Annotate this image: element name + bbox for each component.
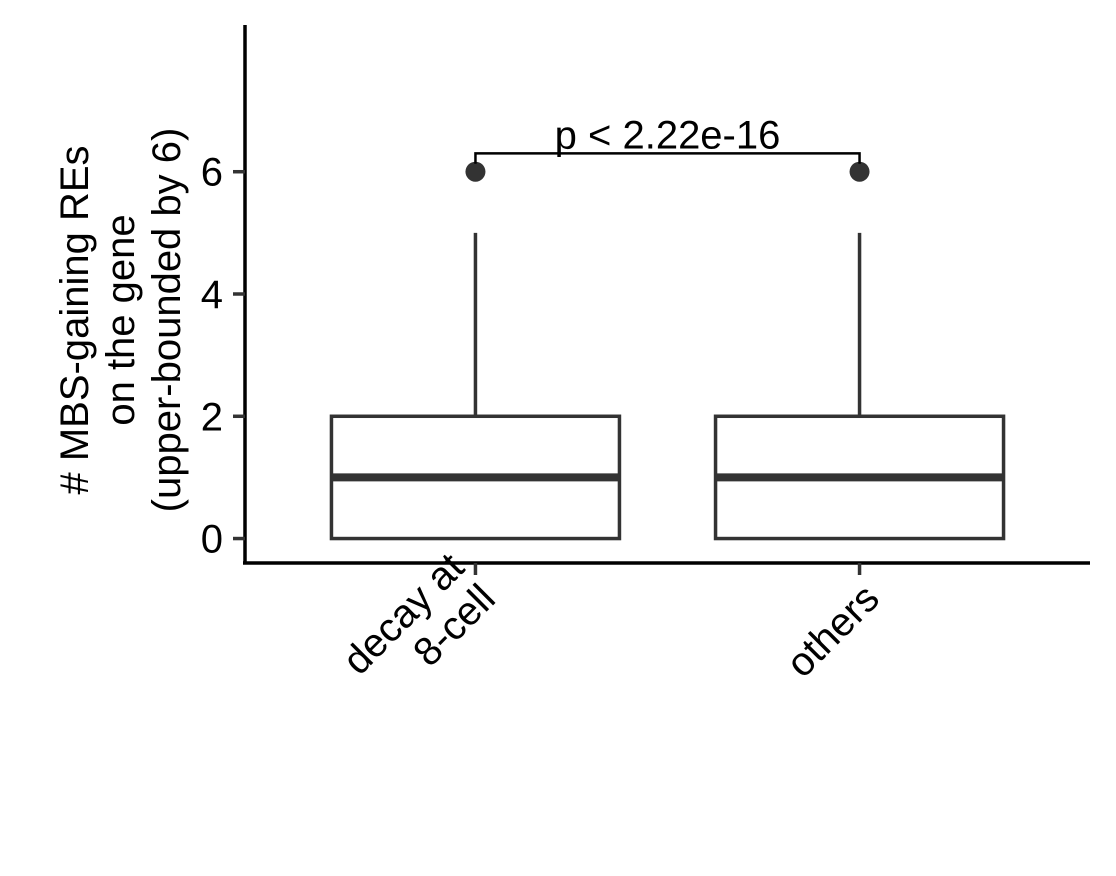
- outlier-point: [465, 161, 486, 182]
- y-tick-label: 2: [201, 395, 223, 439]
- y-axis-title: # MBS-gaining REson the gene(upper-bound…: [53, 128, 189, 513]
- significance-bracket: p < 2.22e-16: [474, 113, 861, 164]
- axes: [233, 25, 1090, 575]
- plot-area: p < 2.22e-16: [329, 113, 1006, 541]
- x-tick-label: decay at8-cell: [335, 545, 504, 714]
- y-tick-label: 4: [201, 273, 223, 317]
- outlier-point: [849, 161, 870, 182]
- x-tick-label: others: [778, 576, 888, 686]
- box-1: [329, 161, 622, 541]
- box-2: [713, 161, 1006, 541]
- y-tick-label: 0: [201, 518, 223, 562]
- bracket-line: [474, 152, 861, 164]
- y-tick-label: 6: [201, 151, 223, 195]
- p-value-label: p < 2.22e-16: [555, 113, 781, 157]
